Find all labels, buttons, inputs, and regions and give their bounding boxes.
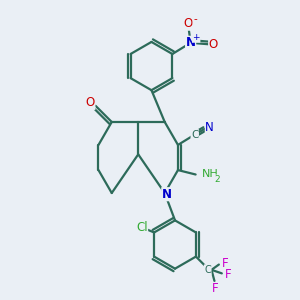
Text: O: O (184, 17, 193, 30)
Text: N: N (162, 188, 172, 201)
Text: 2: 2 (214, 175, 220, 184)
Text: F: F (225, 268, 232, 281)
Text: N: N (186, 36, 196, 49)
Text: +: + (193, 33, 200, 42)
Text: C: C (204, 265, 211, 275)
Text: Cl: Cl (136, 221, 148, 234)
Text: O: O (209, 38, 218, 51)
Text: O: O (85, 96, 95, 109)
Text: NH: NH (202, 169, 218, 179)
Text: F: F (222, 256, 229, 270)
Text: -: - (193, 14, 197, 24)
Text: N: N (206, 121, 214, 134)
Text: F: F (212, 283, 218, 296)
Text: C: C (191, 130, 198, 140)
